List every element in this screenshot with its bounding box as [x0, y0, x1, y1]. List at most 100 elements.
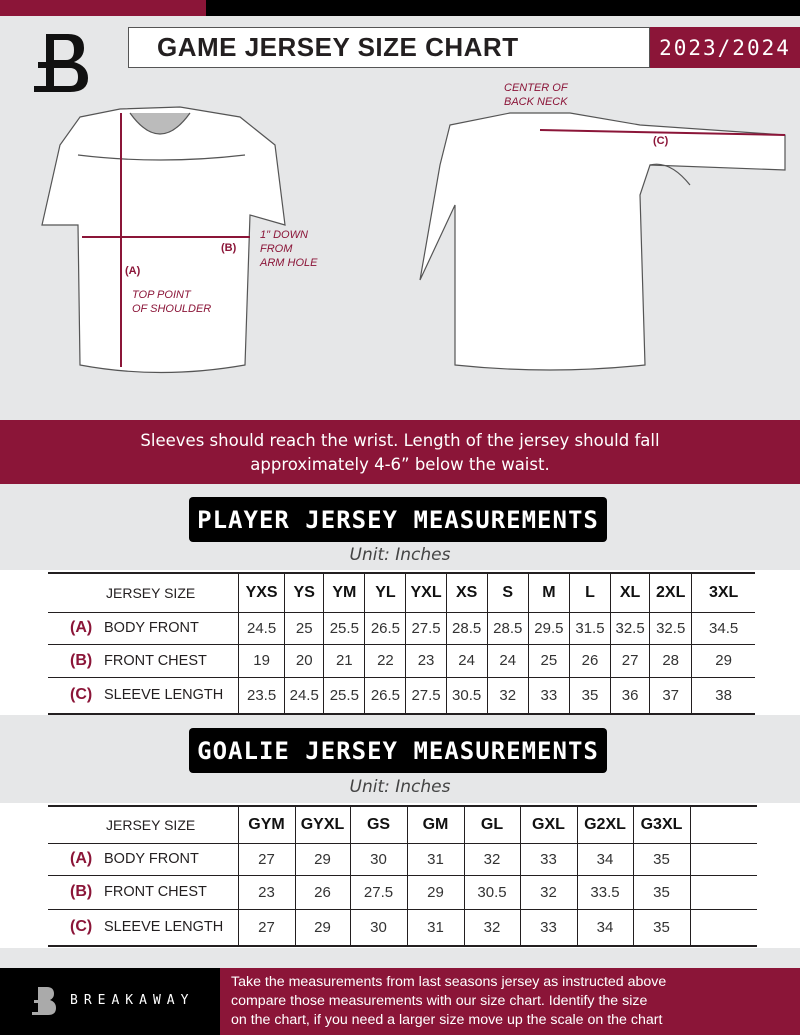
measurement-name: FRONT CHEST	[104, 652, 207, 669]
measurement-value: 29	[294, 843, 350, 875]
measurement-value: 29	[294, 909, 350, 946]
top-bar-accent	[0, 0, 206, 16]
size-column-header: G2XL	[576, 806, 633, 843]
measurement-value: 37	[649, 677, 692, 714]
measurement-value: 28	[649, 644, 692, 677]
measurement-value: 38	[691, 677, 755, 714]
measurement-value: 27	[610, 644, 650, 677]
note-line: ARM HOLE	[260, 257, 318, 269]
measurement-value: 33	[527, 677, 570, 714]
note-line: BACK NECK	[504, 96, 568, 108]
measurement-value: 19	[238, 644, 285, 677]
size-column-header: GXL	[519, 806, 577, 843]
table-row: (C) SLEEVE LENGTH 23.5 24.5 25.5 26.5 27.5 30.5…	[48, 677, 755, 714]
measurement-value: 23	[405, 644, 447, 677]
instruction-line: Sleeves should reach the wrist. Length o…	[140, 431, 660, 450]
measurement-value: 27.5	[405, 677, 447, 714]
measurement-letter: (A)	[70, 850, 93, 867]
measurement-value	[689, 843, 757, 875]
label-b: (B)	[221, 242, 237, 254]
brand-name: BREAKAWAY	[70, 993, 195, 1008]
measurement-value: 23.5	[238, 677, 285, 714]
measurement-letter: (A)	[70, 619, 93, 636]
measurement-value: 25.5	[323, 677, 365, 714]
size-column-header: YXS	[238, 573, 285, 612]
measurement-label: (B) FRONT CHEST	[48, 875, 238, 909]
breakaway-logo-icon	[34, 34, 88, 92]
jersey-size-header: JERSEY SIZE	[106, 816, 196, 833]
measurement-value: 33	[519, 909, 577, 946]
size-column-header: GS	[349, 806, 407, 843]
measurement-value: 35	[632, 909, 690, 946]
measurement-label: (B) FRONT CHEST	[48, 644, 239, 677]
measurement-value: 26	[568, 644, 611, 677]
label-c: (C)	[653, 135, 669, 147]
measurement-name: FRONT CHEST	[104, 884, 207, 900]
size-column-header: XL	[610, 573, 650, 612]
footer-line: on the chart, if you need a larger size …	[231, 1012, 663, 1028]
table-header-row: JERSEY SIZE GYM GYXL GS GM GL GXL G2XL G3XL	[48, 806, 757, 843]
instructions-band: Sleeves should reach the wrist. Length o…	[0, 420, 800, 484]
measurement-value: 31.5	[568, 612, 611, 644]
size-column-header: 2XL	[649, 573, 692, 612]
measurement-value: 20	[284, 644, 324, 677]
shoulder-note: TOP POINT OF SHOULDER	[132, 288, 211, 316]
measurement-value: 32	[486, 677, 529, 714]
table-row: (B) FRONT CHEST 23 26 27.5 29 30.5 32 33.5 35	[48, 875, 757, 909]
front-jersey-drawing	[41, 106, 286, 374]
measurement-name: BODY FRONT	[104, 851, 199, 867]
measurement-value: 27	[237, 909, 295, 946]
measurement-value: 32.5	[610, 612, 650, 644]
table-row: (C) SLEEVE LENGTH 27 29 30 31 32 33 34 35	[48, 909, 757, 946]
measurement-value: 26	[294, 875, 350, 909]
measurement-label: (C) SLEEVE LENGTH	[48, 677, 239, 714]
measurement-value: 25	[284, 612, 324, 644]
size-column-header: XS	[445, 573, 488, 612]
measurement-value: 21	[323, 644, 365, 677]
measurement-value: 31	[406, 909, 464, 946]
measurement-value: 24	[486, 644, 529, 677]
size-column-header: 3XL	[691, 573, 755, 612]
note-line: TOP POINT	[132, 289, 191, 301]
measurement-value: 27.5	[405, 612, 447, 644]
instruction-line: approximately 4-6” below the waist.	[250, 455, 550, 474]
measurement-value	[689, 909, 757, 946]
top-bar-black	[206, 0, 800, 16]
measurement-value: 25.5	[323, 612, 365, 644]
measurement-value: 31	[406, 843, 464, 875]
note-line: FROM	[260, 243, 293, 255]
measurement-letter: (C)	[70, 918, 93, 936]
player-size-table: JERSEY SIZE YXS YS YM YL YXL XS S M L XL 2XL 3XL (A) B…	[48, 572, 755, 715]
size-column-header: GYM	[237, 806, 295, 843]
footer-instructions: Take the measurements from last seasons …	[220, 968, 800, 1035]
size-column-header: GL	[463, 806, 520, 843]
measurement-value: 32	[463, 843, 520, 875]
measurement-value: 24	[445, 644, 488, 677]
size-column-header: YM	[323, 573, 365, 612]
footer-line: compare those measurements with our size…	[231, 993, 648, 1009]
back-jersey-drawing	[419, 112, 786, 371]
measurement-value: 26.5	[364, 612, 406, 644]
measure-line-c	[539, 129, 786, 136]
measurement-value: 30.5	[463, 875, 520, 909]
measurement-value: 32	[519, 875, 577, 909]
measurement-letter: (B)	[70, 651, 93, 669]
measurement-value: 29.5	[527, 612, 570, 644]
table-row: (A) BODY FRONT 27 29 30 31 32 33 34 35	[48, 843, 757, 875]
measurement-label: (C) SLEEVE LENGTH	[48, 909, 238, 946]
goalie-size-table: JERSEY SIZE GYM GYXL GS GM GL GXL G2XL G3XL (A) BO…	[48, 805, 757, 947]
measurement-name: SLEEVE LENGTH	[104, 919, 224, 936]
arm-hole-note: 1" DOWN FROM ARM HOLE	[260, 228, 317, 270]
measurement-value: 24.5	[284, 677, 324, 714]
size-column-header: S	[486, 573, 529, 612]
size-column-header: YXL	[405, 573, 447, 612]
table-header-row: JERSEY SIZE YXS YS YM YL YXL XS S M L XL 2XL 3XL	[48, 573, 755, 612]
measurement-value: 36	[610, 677, 650, 714]
measurement-value: 32.5	[649, 612, 692, 644]
measurement-value: 35	[568, 677, 611, 714]
size-column-header: GYXL	[294, 806, 350, 843]
jersey-diagram	[41, 106, 786, 374]
measurement-letter: (C)	[70, 686, 93, 704]
measurement-letter: (B)	[70, 883, 93, 900]
footer-line: Take the measurements from last seasons …	[231, 974, 667, 990]
